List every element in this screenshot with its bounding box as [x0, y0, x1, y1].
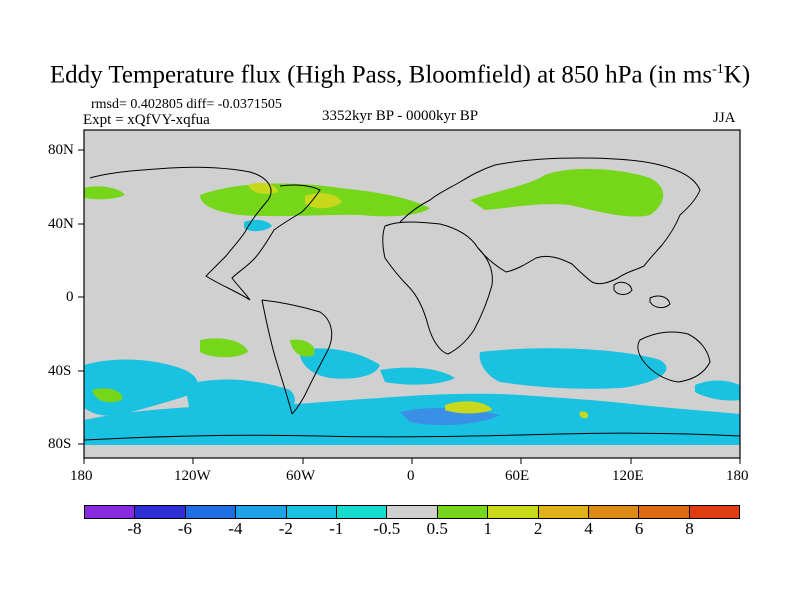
x-tick-label: 60E — [505, 468, 530, 484]
legend-label: -4 — [228, 519, 243, 538]
legend-label: -8 — [127, 519, 142, 538]
coastlines — [83, 157, 741, 441]
antarctica-coast — [83, 432, 741, 441]
y-tick-label: 40S — [48, 363, 72, 379]
patch-alaska — [84, 186, 125, 200]
legend-swatch — [538, 506, 589, 518]
stats-text: rmsd= 0.402805 diff= -0.0371505 — [91, 97, 282, 112]
patch-eurasia — [470, 168, 664, 217]
patch-south-america-positive — [290, 339, 315, 357]
legend-label: -0.5 — [373, 519, 401, 538]
patch-south-atlantic — [299, 348, 380, 379]
patch-south-pacific-positive — [200, 338, 248, 358]
experiment-label: Expt = xQfVY-xqfua — [83, 112, 210, 128]
islands — [613, 281, 671, 309]
legend-label: 4 — [584, 519, 593, 538]
negative-anomaly-patches — [84, 219, 740, 445]
legend-label: -2 — [278, 519, 293, 538]
x-tick-label: 120E — [612, 468, 644, 484]
legend-swatch — [85, 506, 136, 518]
legend-label: 2 — [533, 519, 543, 538]
period-label: 3352kyr BP - 0000kyr BP — [322, 108, 479, 124]
legend-label: 0.5 — [426, 519, 448, 538]
patch-yellow-south-atlantic — [445, 401, 492, 414]
x-tick-label: 180 — [70, 468, 93, 484]
australia-coast — [637, 331, 711, 383]
legend-swatch — [588, 506, 640, 518]
legend-label: -1 — [329, 519, 344, 538]
patch-yellow-hudson — [248, 182, 278, 194]
legend-swatch — [488, 506, 539, 518]
patch-yellow-indian — [579, 411, 589, 419]
legend-label: -6 — [177, 519, 193, 538]
season-label: JJA — [713, 110, 736, 126]
legend-swatch — [286, 506, 337, 518]
patch-south-atlantic-east — [380, 367, 455, 385]
legend-swatch — [135, 506, 186, 518]
legend-swatch — [185, 506, 237, 518]
y-tick-label: 40N — [48, 216, 74, 232]
legend-swatch — [437, 506, 489, 518]
x-tick-label: 180 — [726, 468, 749, 484]
patch-indian-ocean — [479, 348, 667, 389]
legend-swatch — [639, 506, 690, 518]
legend-label: 1 — [483, 519, 492, 538]
legend-swatch — [236, 506, 287, 518]
patch-yellow-canada — [305, 193, 342, 209]
title-tail: K) — [723, 61, 751, 89]
south-america-west-coast — [261, 299, 293, 415]
africa-coast — [382, 221, 493, 355]
legend-swatch — [689, 506, 740, 518]
title-superscript: -1 — [712, 62, 724, 77]
y-tick-label: 80S — [48, 436, 72, 452]
x-tick-label: 0 — [407, 468, 415, 484]
patch-far-south-pacific — [92, 388, 123, 403]
chart-title: Eddy Temperature flux (High Pass, Bloomf… — [0, 55, 800, 90]
legend-colorbar — [84, 505, 740, 519]
south-america-east-coast — [261, 299, 333, 415]
patch-tasman — [695, 380, 740, 401]
axis-ticks — [78, 149, 741, 464]
x-tick-label: 120W — [174, 468, 211, 484]
north-america-coast — [89, 166, 321, 301]
legend-swatch — [387, 506, 438, 518]
title-main: Eddy Temperature flux (High Pass, Bloomf… — [49, 61, 713, 89]
legend-label: 6 — [634, 519, 644, 538]
y-tick-label: 80N — [48, 142, 74, 158]
x-tick-label: 60W — [286, 468, 316, 484]
eurasia-coast — [399, 157, 701, 285]
yellow-patches — [248, 182, 589, 419]
y-tick-label: 0 — [66, 289, 74, 305]
legend-swatch — [336, 506, 388, 518]
legend-label: 8 — [685, 519, 694, 538]
